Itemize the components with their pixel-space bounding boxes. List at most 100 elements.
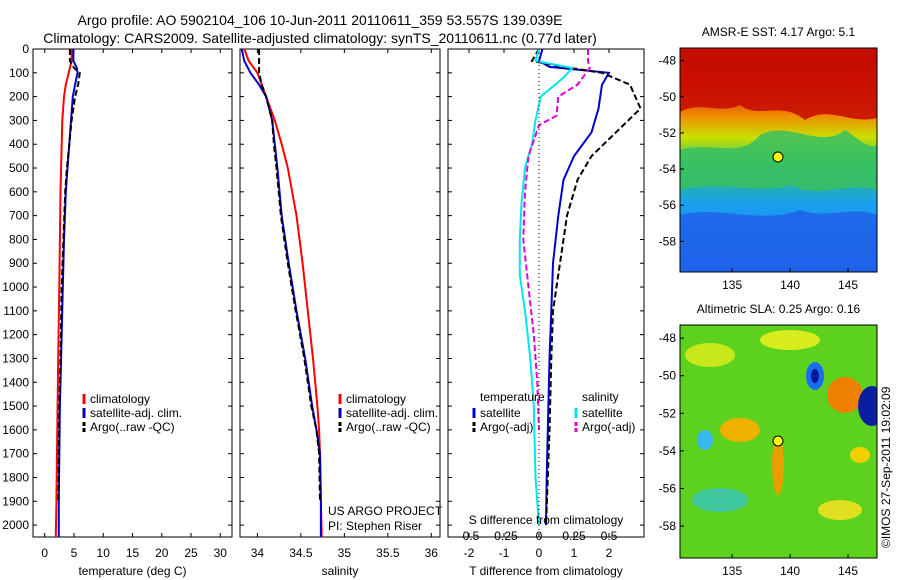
sla-blob-2 [760,330,820,350]
salinity-series-argo-raw-qc- [258,49,321,502]
sst-map-xtick-label: 140 [780,278,800,292]
temperature-legend-2-label: Argo(..raw -QC) [90,420,175,434]
temperature-xtick-label: 10 [97,546,111,560]
temperature-legend-0-label: climatology [90,392,150,406]
difference-panel-frame [447,48,645,538]
sla-blob-11 [818,500,862,520]
sst-argo-marker[interactable] [772,151,784,163]
salinity-xtick-label: 35.5 [376,546,400,560]
difference-series-argo-adj- [522,49,591,430]
depth-tick-label: 1700 [2,447,29,461]
sst-map-ytick-label: -58 [659,234,677,248]
salinity-xtick-label: 34.5 [289,546,313,560]
salinity-panel-frame [239,48,441,538]
temperature-xtick-label: 5 [71,546,78,560]
difference-x2label: S difference from climatology [469,513,624,527]
sst-map-ytick-label: -52 [659,126,677,140]
sla-map-xtick-label: 145 [838,564,858,578]
difference-x2tick-label: 0.25 [562,529,586,543]
depth-tick-label: 1400 [2,375,29,389]
depth-tick-label: 800 [9,232,29,246]
sla-map-ytick-label: -56 [659,481,677,495]
sst-map-ytick-label: -56 [659,198,677,212]
temperature-legend-1-label: satellite-adj. clim. [90,406,182,420]
difference-xlabel: T difference from climatology [469,564,623,578]
sla-map-xtick-label: 135 [722,564,742,578]
salinity-xtick-label: 35 [338,546,352,560]
difference-series-satellite [518,48,575,526]
salinity-xtick-label: 34 [251,546,265,560]
depth-tick-label: 600 [9,185,29,199]
sla-map-ytick-label: -54 [659,444,677,458]
sla-blob-4 [811,369,819,383]
diff-legend-t-satellite-label: satellite [480,406,521,420]
sla-map-xtick-label: 140 [780,564,800,578]
sla-blob-6 [858,386,877,426]
diff-legend-title-temperature: temperature [480,390,545,404]
plot-title-line2: Climatology: CARS2009. Satellite-adjuste… [43,30,597,46]
depth-tick-label: 1800 [2,470,29,484]
sla-blob-9 [772,435,784,495]
sla-map-ytick-label: -58 [659,519,677,533]
depth-tick-label: 400 [9,137,29,151]
temperature-series-argo-raw-qc- [57,49,81,502]
difference-x2tick-label: 0.5 [601,529,618,543]
temperature-series-satellite-adj-clim- [57,49,79,537]
sla-map-title: Altimetric SLA: 0.25 Argo: 0.16 [697,302,861,316]
depth-tick-label: 1500 [2,399,29,413]
sla-argo-marker[interactable] [772,435,784,447]
depth-tick-label: 0 [22,42,29,56]
salinity-legend-2-label: Argo(..raw -QC) [346,420,431,434]
sst-map-xtick-label: 145 [838,278,858,292]
sst-map-title: AMSR-E SST: 4.17 Argo: 5.1 [702,25,856,39]
difference-series-satellite [537,48,611,526]
diff-legend-s-satellite-label: satellite [582,406,623,420]
sst-map-ytick-label: -54 [659,162,677,176]
sla-map-ytick-label: -50 [659,369,677,383]
difference-x2tick-label: -0.5 [459,529,480,543]
temperature-xlabel: temperature (deg C) [78,564,186,578]
pi-annotation: PI: Stephen Riser [328,519,422,533]
sla-blob-12 [850,447,870,463]
diff-legend-title-salinity: salinity [582,390,619,404]
depth-tick-label: 1200 [2,328,29,342]
difference-xtick-label: 1 [571,546,578,560]
salinity-series-climatology [243,48,323,538]
sla-blob-1 [685,343,735,367]
difference-xtick-label: 2 [606,546,613,560]
salinity-series-satellite-adj-clim- [240,48,322,537]
difference-xtick-label: -2 [464,546,475,560]
temperature-xtick-label: 25 [184,546,198,560]
depth-tick-label: 100 [9,66,29,80]
sla-map-ytick-label: -52 [659,406,677,420]
temperature-xtick-label: 15 [126,546,140,560]
plot-title-line1: Argo profile: AO 5902104_106 10-Jun-2011… [77,12,563,28]
diff-legend-t-argo-label: Argo(-adj) [480,420,533,434]
temperature-xtick-label: 0 [41,546,48,560]
sla-blob-8 [697,430,713,450]
sla-map-ytick-label: -48 [659,331,677,345]
depth-tick-label: 900 [9,256,29,270]
diff-legend-s-argo-label: Argo(-adj) [582,420,635,434]
sst-map-ytick-label: -48 [659,54,677,68]
depth-tick-label: 1100 [3,304,29,318]
difference-xtick-label: 0 [536,546,543,560]
difference-xtick-label: -1 [499,546,510,560]
difference-series-argo-adj- [530,48,642,526]
sst-map-ytick-label: -50 [659,90,677,104]
side-label: ©IMOS 27-Sep-2011 19:02:09 [879,386,893,548]
depth-tick-label: 700 [9,209,29,223]
depth-tick-label: 2000 [2,518,29,532]
sla-map-frame [679,324,878,559]
sla-blob-5 [827,377,863,413]
sst-map [680,48,877,272]
salinity-xlabel: salinity [322,564,359,578]
temperature-series-climatology [54,49,73,538]
sla-blob-7 [720,418,760,442]
sla-blob-10 [692,488,748,512]
salinity-xtick-label: 36 [425,546,439,560]
depth-tick-label: 1900 [2,494,29,508]
temperature-xtick-label: 20 [155,546,169,560]
depth-tick-label: 1300 [2,351,29,365]
